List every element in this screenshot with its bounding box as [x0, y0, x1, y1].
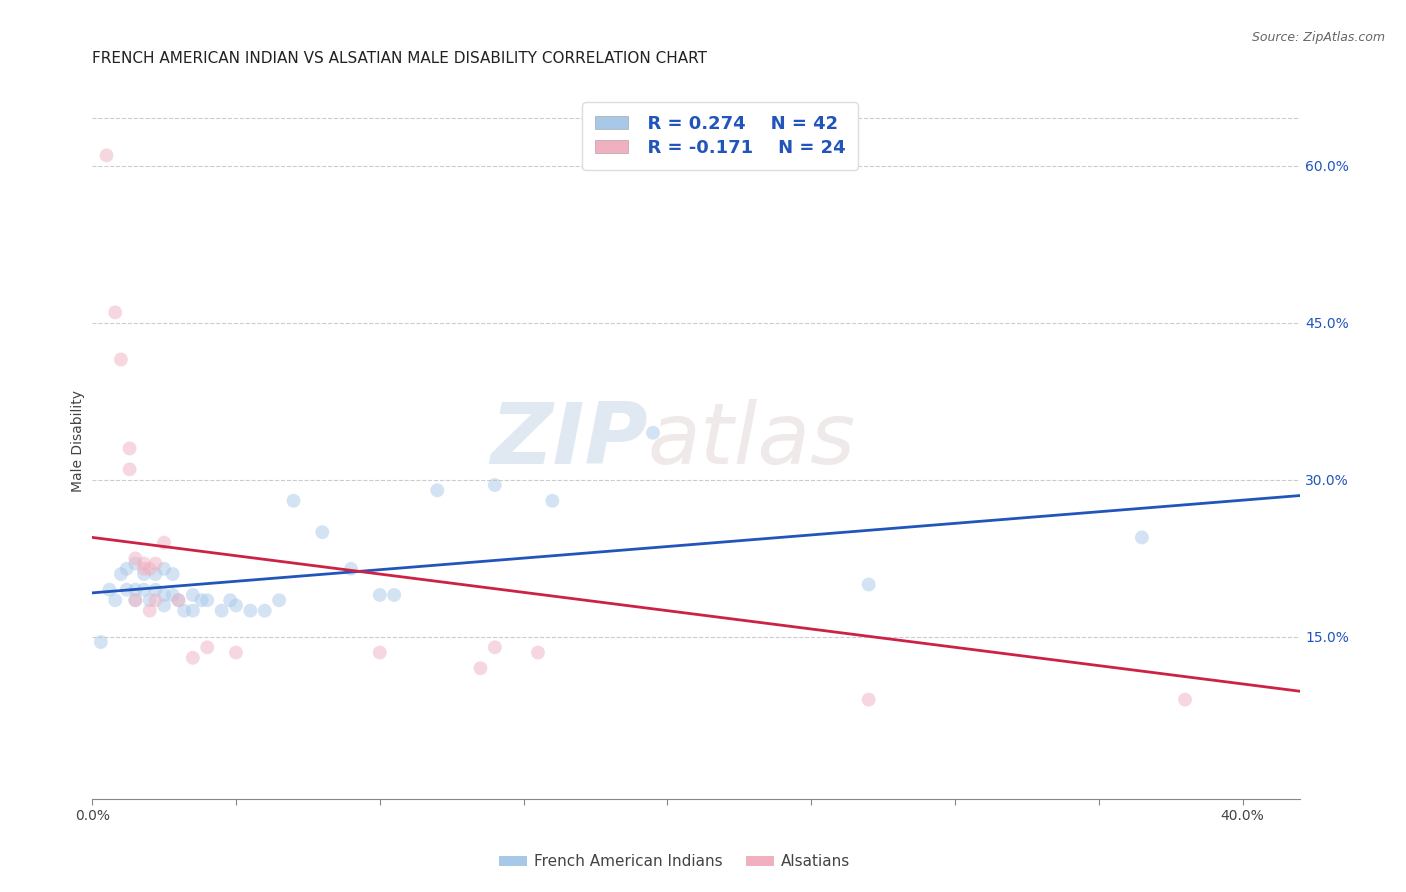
Point	[426, 483, 449, 498]
Text: atlas: atlas	[648, 399, 856, 482]
Point	[138, 604, 160, 618]
Point	[145, 582, 167, 597]
Y-axis label: Male Disability: Male Disability	[72, 390, 86, 491]
Point	[132, 557, 155, 571]
Point	[90, 635, 112, 649]
Point	[484, 640, 506, 655]
Legend:   R = 0.274    N = 42,   R = -0.171    N = 24: R = 0.274 N = 42, R = -0.171 N = 24	[582, 102, 858, 169]
Point	[124, 593, 146, 607]
Point	[118, 442, 141, 456]
Point	[181, 604, 204, 618]
Point	[162, 588, 184, 602]
Point	[153, 588, 176, 602]
Text: FRENCH AMERICAN INDIAN VS ALSATIAN MALE DISABILITY CORRELATION CHART: FRENCH AMERICAN INDIAN VS ALSATIAN MALE …	[93, 51, 707, 66]
Legend: French American Indians, Alsatians: French American Indians, Alsatians	[494, 848, 856, 875]
Point	[181, 650, 204, 665]
Point	[181, 588, 204, 602]
Point	[118, 462, 141, 476]
Point	[104, 305, 127, 319]
Point	[1174, 692, 1197, 706]
Point	[527, 646, 550, 660]
Point	[269, 593, 291, 607]
Point	[340, 562, 363, 576]
Point	[167, 593, 190, 607]
Point	[195, 640, 218, 655]
Point	[470, 661, 492, 675]
Point	[124, 557, 146, 571]
Point	[541, 493, 564, 508]
Point	[382, 588, 405, 602]
Point	[167, 593, 190, 607]
Point	[173, 604, 195, 618]
Point	[110, 352, 132, 367]
Point	[311, 525, 333, 540]
Point	[115, 562, 138, 576]
Text: Source: ZipAtlas.com: Source: ZipAtlas.com	[1251, 31, 1385, 45]
Point	[145, 567, 167, 582]
Point	[858, 577, 880, 591]
Point	[132, 567, 155, 582]
Point	[641, 425, 664, 440]
Point	[138, 593, 160, 607]
Point	[190, 593, 212, 607]
Point	[211, 604, 233, 618]
Point	[239, 604, 262, 618]
Point	[98, 582, 121, 597]
Point	[124, 582, 146, 597]
Point	[138, 562, 160, 576]
Point	[145, 557, 167, 571]
Point	[162, 567, 184, 582]
Point	[484, 478, 506, 492]
Text: ZIP: ZIP	[491, 399, 648, 482]
Point	[225, 646, 247, 660]
Point	[225, 599, 247, 613]
Point	[132, 562, 155, 576]
Point	[153, 562, 176, 576]
Point	[368, 588, 391, 602]
Point	[115, 582, 138, 597]
Point	[1130, 530, 1153, 544]
Point	[153, 535, 176, 549]
Point	[110, 567, 132, 582]
Point	[153, 599, 176, 613]
Point	[132, 582, 155, 597]
Point	[219, 593, 242, 607]
Point	[124, 593, 146, 607]
Point	[104, 593, 127, 607]
Point	[858, 692, 880, 706]
Point	[283, 493, 305, 508]
Point	[124, 551, 146, 566]
Point	[368, 646, 391, 660]
Point	[96, 148, 118, 162]
Point	[145, 593, 167, 607]
Point	[195, 593, 218, 607]
Point	[253, 604, 276, 618]
